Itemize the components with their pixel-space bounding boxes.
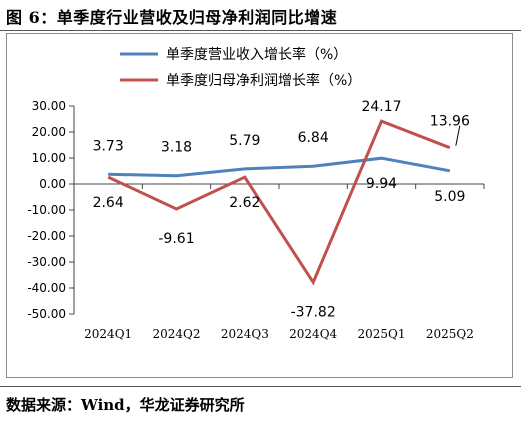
data-label-1: 3.73 [93,138,124,154]
y-tick-label: -30.00 [27,255,66,269]
data-label-1: 6.84 [298,130,329,146]
legend-label-1: 单季度营业收入增长率（%） [166,46,347,63]
data-label-2: -9.61 [158,231,194,247]
x-tick-label: 2024Q1 [84,327,132,341]
x-tick-label: 2024Q3 [221,327,269,341]
figure-title: 图 6：单季度行业营收及归母净利润同比增速 [6,8,338,27]
x-tick-label: 2025Q1 [357,327,405,341]
source-rule [0,386,521,387]
title-rule [0,30,521,31]
source-note: 数据来源：Wind，华龙证券研究所 [6,396,245,414]
data-label-1: 5.09 [434,189,465,205]
y-tick-label: 0.00 [39,177,66,191]
legend: 单季度营业收入增长率（%） 单季度归母净利润增长率（%） [120,46,361,89]
data-label-1: 5.79 [229,133,260,149]
series-line-1 [108,156,451,178]
data-label-2: 2.64 [93,195,124,211]
data-label-1: 9.94 [366,176,397,192]
series-lines [107,119,451,286]
data-label-1: 3.18 [161,140,192,156]
data-label-2: 13.96 [430,114,470,130]
y-tick-label: -40.00 [27,281,66,295]
legend-label-2: 单季度归母净利润增长率（%） [166,72,361,89]
y-tick-label: -20.00 [27,229,66,243]
y-tick-label: 20.00 [32,125,66,139]
y-tick-label: -50.00 [27,307,66,321]
chart-frame [6,33,513,378]
data-labels: 3.73 3.18 5.79 6.84 9.94 5.09 2.64 -9.61 2.62 -37… [93,99,470,320]
x-tick-label: 2024Q2 [152,327,200,341]
data-label-2: 24.17 [361,99,401,115]
y-tick-label: 10.00 [32,151,66,165]
label-leader-line [455,125,461,146]
series-line-2 [107,119,451,286]
x-tick-label: 2025Q2 [426,327,474,341]
y-tick-label: -10.00 [27,203,66,217]
x-tick-label: 2024Q4 [289,327,337,341]
data-label-2: -37.82 [291,304,336,320]
axes: 30.00 20.00 10.00 0.00 -10.00 -20.00 -30.00 -40… [27,99,485,341]
y-tick-label: 30.00 [32,99,66,113]
data-label-2: 2.62 [229,195,260,211]
